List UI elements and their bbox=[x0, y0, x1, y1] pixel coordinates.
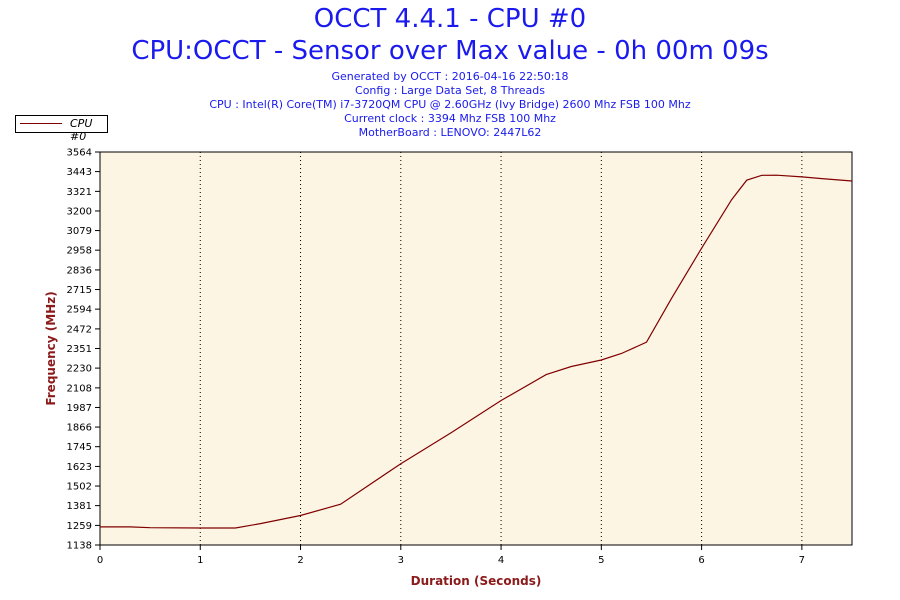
info-generated: Generated by OCCT : 2016-04-16 22:50:18 bbox=[331, 70, 569, 83]
y-tick-label: 3321 bbox=[67, 187, 92, 198]
y-tick-label: 2958 bbox=[67, 246, 92, 257]
y-tick-label: 1987 bbox=[67, 403, 92, 414]
y-tick-label: 1259 bbox=[67, 521, 92, 532]
y-tick-label: 2715 bbox=[67, 285, 92, 296]
legend: CPU #0 bbox=[15, 115, 108, 143]
x-tick-label: 0 bbox=[97, 555, 103, 566]
x-tick-label: 4 bbox=[498, 555, 504, 566]
y-tick-label: 3200 bbox=[67, 206, 92, 217]
y-tick-label: 1381 bbox=[67, 501, 92, 512]
y-tick-label: 1502 bbox=[67, 482, 92, 493]
x-axis-label: Duration (Seconds) bbox=[411, 574, 542, 588]
y-tick-label: 3443 bbox=[67, 167, 92, 178]
legend-label: CPU #0 bbox=[70, 117, 93, 143]
y-tick-label: 1745 bbox=[67, 442, 92, 453]
info-config: Config : Large Data Set, 8 Threads bbox=[355, 84, 545, 97]
y-tick-label: 2836 bbox=[67, 265, 92, 276]
info-motherboard: MotherBoard : LENOVO: 2447L62 bbox=[358, 126, 542, 139]
y-axis-label: Frequency (MHz) bbox=[44, 291, 58, 405]
y-tick-label: 1866 bbox=[67, 423, 92, 434]
x-tick-label: 5 bbox=[598, 555, 604, 566]
plot-background bbox=[99, 151, 853, 546]
x-tick-label: 7 bbox=[799, 555, 805, 566]
x-tick-label: 6 bbox=[698, 555, 704, 566]
x-tick-label: 1 bbox=[197, 555, 203, 566]
y-tick-label: 2594 bbox=[67, 305, 92, 316]
y-tick-label: 2472 bbox=[67, 324, 92, 335]
chart-title: OCCT 4.4.1 - CPU #0 bbox=[313, 4, 587, 34]
y-tick-label: 2230 bbox=[67, 364, 92, 375]
x-tick-label: 2 bbox=[297, 555, 303, 566]
y-tick-label: 2351 bbox=[67, 344, 92, 355]
y-tick-label: 3564 bbox=[67, 148, 92, 159]
legend-swatch bbox=[20, 123, 62, 124]
y-tick-label: 1623 bbox=[67, 462, 92, 473]
info-current-clock: Current clock : 3394 Mhz FSB 100 Mhz bbox=[344, 112, 556, 125]
x-tick-label: 3 bbox=[398, 555, 404, 566]
series-line-cpu0 bbox=[100, 174, 853, 529]
chart-subtitle: CPU:OCCT - Sensor over Max value - 0h 00… bbox=[131, 36, 769, 66]
y-tick-label: 1138 bbox=[67, 541, 92, 552]
y-tick-label: 2108 bbox=[67, 383, 92, 394]
y-tick-label: 3079 bbox=[67, 226, 92, 237]
info-cpu: CPU : Intel(R) Core(TM) i7-3720QM CPU @ … bbox=[209, 98, 691, 111]
